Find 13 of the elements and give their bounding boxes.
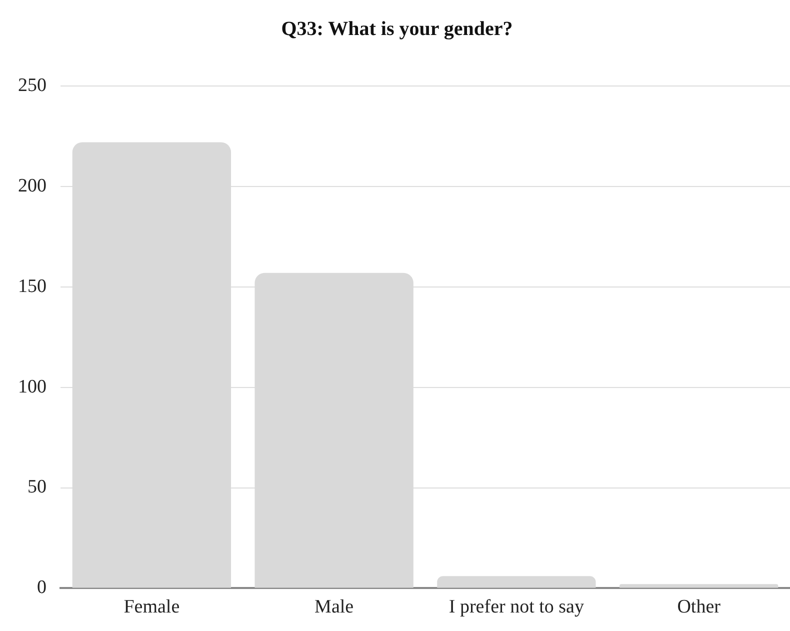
y-tick-label: 50 [28,476,46,498]
chart-title: Q33: What is your gender? [281,18,513,40]
y-tick-label: 150 [18,276,46,297]
x-tick-label: Female [124,596,180,618]
x-tick-label: Male [314,596,354,618]
x-tick-label: Other [677,596,722,618]
y-tick-label: 200 [18,175,46,196]
bar [437,576,596,588]
y-tick-label: 250 [18,74,46,96]
x-tick-label: I prefer not to say [448,596,584,618]
y-tick-label: 0 [37,577,46,598]
bar [619,584,778,588]
y-tick-label: 100 [18,376,46,398]
